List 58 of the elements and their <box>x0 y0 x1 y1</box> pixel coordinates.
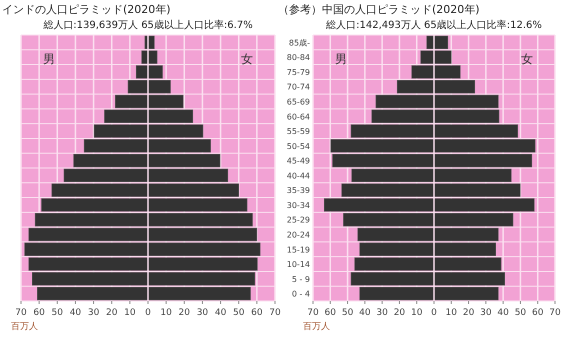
x-tick-label: 20 <box>178 308 190 318</box>
x-tick-label: 50 <box>52 308 64 318</box>
y-tick-label: 50-54 <box>286 142 310 151</box>
x-tick-label: 10 <box>446 308 458 318</box>
x-tick-label: 20 <box>462 308 475 318</box>
annotation: 女 <box>241 52 253 66</box>
y-tick-label: 35-39 <box>286 186 310 196</box>
x-tick-label: 10 <box>160 308 172 318</box>
x-tick-label: 30 <box>196 308 208 318</box>
annotation: 男 <box>335 52 347 66</box>
annotation: 女 <box>521 52 533 66</box>
y-tick-label: 60-64 <box>286 112 310 122</box>
y-tick-label: 25-29 <box>286 216 310 225</box>
x-tick-label: 30 <box>88 308 100 318</box>
x-tick-label: 50 <box>232 308 245 318</box>
y-tick-label: 5 - 9 <box>292 274 310 284</box>
x-tick-label: 30 <box>376 308 388 318</box>
y-tick-label: 45-49 <box>286 156 310 166</box>
y-tick-label: 0 - 4 <box>292 290 310 299</box>
x-tick-label: 30 <box>480 308 492 318</box>
x-tick-label: 20 <box>106 308 118 318</box>
x-tick-label: 0 <box>431 308 438 318</box>
chart-subtitle: 総人口:139,639万人 65歳以上人口比率:6.7% <box>42 19 253 31</box>
y-tick-label: 30-34 <box>286 200 310 210</box>
x-tick-label: 70 <box>307 308 319 318</box>
x-tick-label: 0 <box>145 308 152 318</box>
y-tick-label: 10-14 <box>286 260 310 270</box>
x-tick-label: 50 <box>342 308 354 318</box>
chart-title: （参考）中国の人口ピラミッド(2020年) <box>278 3 480 16</box>
y-tick-label: 15-19 <box>286 245 310 254</box>
text: 百万人 <box>303 321 330 332</box>
y-tick-label: 70-74 <box>286 82 310 92</box>
y-tick-label: 55-59 <box>286 127 310 136</box>
y-tick-label: 65-69 <box>286 98 310 106</box>
x-tick-label: 40 <box>214 308 227 318</box>
x-tick-label: 70 <box>549 308 561 318</box>
x-tick-label: 60 <box>33 308 46 318</box>
x-tick-label: 60 <box>324 308 336 318</box>
text: 百万人 <box>11 321 38 332</box>
x-tick-label: 20 <box>394 308 406 318</box>
x-tick-label: 50 <box>514 308 526 318</box>
x-tick-label: 10 <box>124 308 136 318</box>
x-tick-label: 60 <box>251 308 263 318</box>
x-tick-label: 60 <box>532 308 544 318</box>
x-tick-label: 40 <box>70 308 82 318</box>
y-tick-label: 80-84 <box>286 53 310 62</box>
chart-title: インドの人口ピラミッド(2020年) <box>2 3 171 16</box>
y-tick-label: 85歳- <box>288 38 310 48</box>
chart-subtitle: 総人口:142,493万人 65歳以上人口比率:12.6% <box>325 19 542 31</box>
x-tick-label: 70 <box>15 308 27 318</box>
x-tick-label: 40 <box>359 308 371 318</box>
x-tick-label: 40 <box>497 308 510 318</box>
y-tick-label: 20-24 <box>286 230 310 240</box>
x-tick-label: 10 <box>410 308 423 318</box>
y-tick-label: 75-79 <box>286 68 310 77</box>
y-tick-label: 40-44 <box>286 171 310 180</box>
annotation: 男 <box>43 52 55 66</box>
x-tick-label: 70 <box>269 308 281 318</box>
